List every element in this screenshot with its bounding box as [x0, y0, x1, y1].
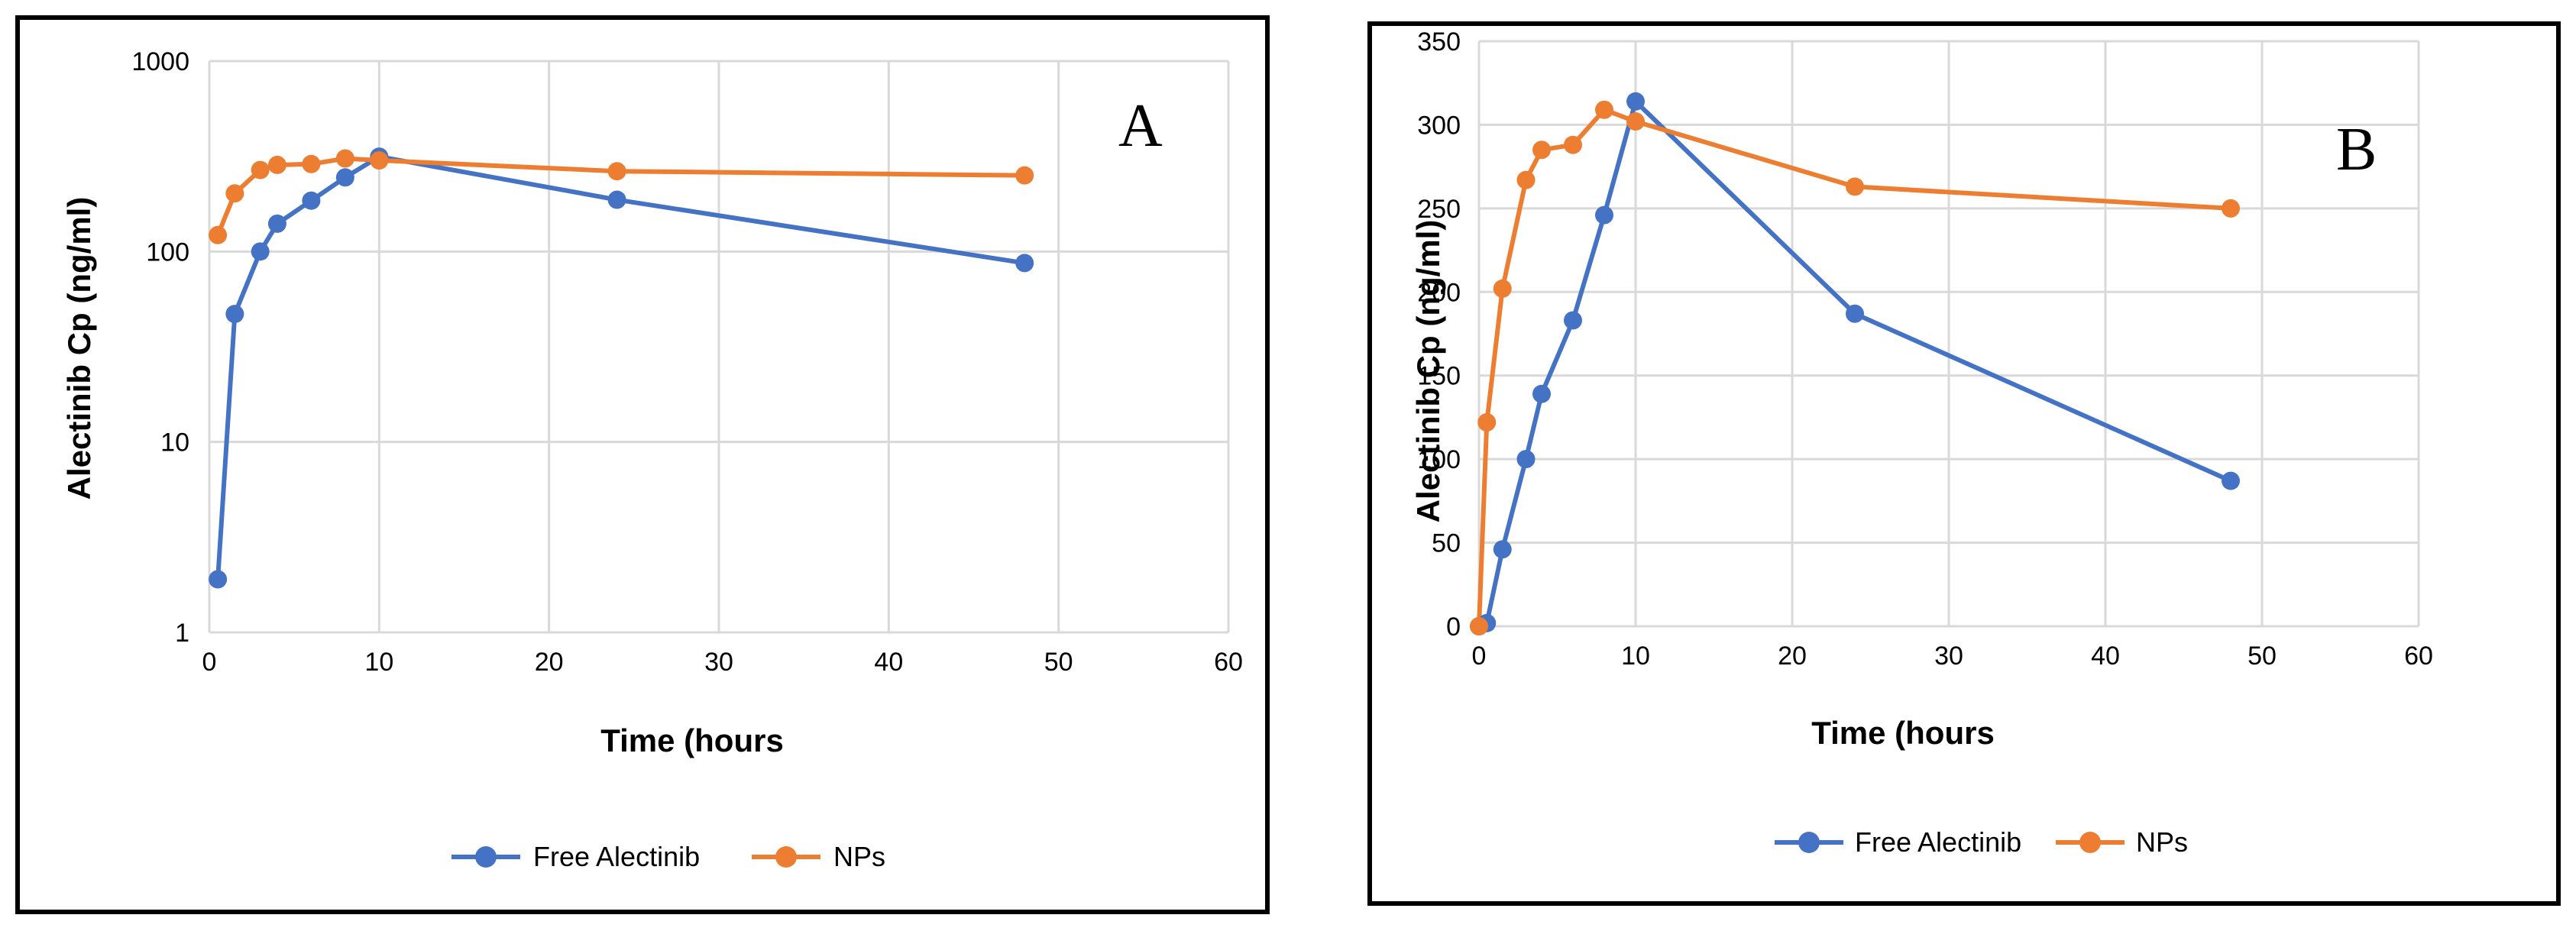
series-line-free-alectinib	[1477, 99, 2232, 629]
y-tick-label: 150	[1417, 362, 1461, 391]
chart-a-legend: Free Alectinib NPs	[451, 841, 885, 872]
chart-panel-a: 0 10 20 30 40 50 60 1 10 100 1000 A Time (hours A…	[15, 15, 1270, 914]
y-tick-label: 1000	[131, 47, 189, 76]
chart-panel-b: 0 10 20 30 40 50 60 0 50 100 150 200 250 300 350 B Ti…	[1367, 21, 2561, 906]
chart-a-y-ticks: 1 10 100 1000	[131, 47, 189, 648]
data-point-free-alectinib	[1532, 384, 1551, 403]
data-point-nps	[1626, 112, 1645, 131]
x-tick-label: 40	[2091, 642, 2120, 671]
data-point-free-alectinib	[1516, 450, 1536, 469]
x-tick-label: 10	[364, 648, 393, 677]
data-point-free-alectinib	[1015, 254, 1034, 273]
chart-b-series-points	[1470, 92, 2240, 635]
data-point-nps	[1564, 135, 1582, 154]
data-point-nps	[607, 162, 626, 181]
x-tick-label: 50	[2248, 642, 2277, 671]
x-tick-label: 20	[1778, 642, 1807, 671]
chart-a-gridlines	[208, 60, 1230, 634]
x-tick-label: 60	[1214, 648, 1243, 677]
data-point-nps	[267, 155, 286, 174]
chart-b-y-ticks: 0 50 100 150 200 250 300 350	[1417, 27, 1461, 642]
series-line-free-alectinib	[215, 154, 1025, 580]
data-point-free-alectinib	[607, 190, 626, 209]
data-point-nps	[370, 151, 389, 170]
y-tick-label: 0	[1446, 613, 1461, 642]
chart-b-svg: 0 10 20 30 40 50 60 0 50 100 150 200 250 300 350 B Ti…	[1410, 27, 2433, 858]
y-tick-label: 100	[146, 238, 189, 267]
chart-a-series-points	[209, 147, 1034, 589]
data-point-free-alectinib	[335, 168, 354, 187]
data-point-free-alectinib	[267, 214, 286, 233]
x-tick-label: 30	[704, 648, 733, 677]
data-point-nps	[225, 184, 244, 203]
legend-label-nps-a: NPs	[833, 841, 885, 872]
x-axis-title-a: Time (hours	[600, 722, 784, 758]
y-tick-label: 10	[160, 428, 189, 457]
x-tick-label: 30	[1934, 642, 1963, 671]
chart-a-series-lines	[215, 154, 1025, 580]
x-tick-label: 40	[874, 648, 903, 677]
data-point-nps	[1015, 166, 1034, 185]
chart-a-svg: 0 10 20 30 40 50 60 1 10 100 1000 A Time (hours A…	[61, 47, 1243, 872]
data-point-free-alectinib	[1595, 205, 1613, 225]
y-tick-label: 50	[1432, 529, 1461, 558]
y-tick-label: 300	[1417, 111, 1461, 140]
x-tick-label: 0	[1472, 642, 1487, 671]
x-tick-label: 0	[202, 648, 217, 677]
y-axis-title-b: Alectinib Cp (ng/ml)	[1410, 220, 1446, 523]
x-tick-label: 10	[1621, 642, 1650, 671]
panel-label-b: B	[2336, 116, 2377, 183]
data-point-nps	[1516, 170, 1536, 189]
y-tick-label: 200	[1417, 278, 1461, 307]
legend-marker-free-alectinib-a	[475, 846, 497, 868]
data-point-nps	[2222, 199, 2240, 218]
legend-label-nps-b: NPs	[2136, 826, 2188, 858]
x-tick-label: 60	[2404, 642, 2433, 671]
chart-a-x-ticks: 0 10 20 30 40 50 60	[202, 648, 1243, 677]
data-point-nps	[251, 160, 270, 179]
chart-b-series-lines	[1477, 99, 2232, 629]
data-point-nps	[1595, 100, 1613, 119]
data-point-free-alectinib	[1564, 311, 1582, 330]
data-point-nps	[1532, 141, 1551, 160]
data-point-free-alectinib	[302, 191, 321, 210]
legend-marker-free-alectinib-b	[1798, 832, 1820, 853]
legend-label-free-alectinib-b: Free Alectinib	[1855, 826, 2021, 858]
panel-label-a: A	[1118, 92, 1163, 160]
chart-b-legend: Free Alectinib NPs	[1775, 826, 2188, 858]
data-point-free-alectinib	[225, 305, 244, 324]
y-tick-label: 350	[1417, 27, 1461, 57]
legend-marker-nps-b	[2079, 832, 2101, 853]
data-point-free-alectinib	[1493, 540, 1512, 559]
x-tick-label: 50	[1044, 648, 1073, 677]
chart-b-gridlines	[1477, 40, 2420, 628]
data-point-free-alectinib	[209, 570, 228, 589]
data-point-free-alectinib	[251, 242, 270, 261]
data-point-nps	[1477, 412, 1497, 432]
chart-b-x-ticks: 0 10 20 30 40 50 60	[1472, 642, 2433, 671]
data-point-nps	[1493, 279, 1512, 298]
data-point-nps	[335, 149, 354, 168]
data-point-free-alectinib	[1626, 92, 1645, 111]
y-tick-label: 1	[175, 619, 189, 648]
data-point-nps	[209, 225, 228, 244]
y-tick-label: 100	[1417, 445, 1461, 474]
legend-label-free-alectinib-a: Free Alectinib	[533, 841, 700, 872]
x-tick-label: 20	[535, 648, 564, 677]
data-point-free-alectinib	[1846, 304, 1864, 323]
x-axis-title-b: Time (hours	[1811, 715, 1995, 751]
data-point-nps	[302, 154, 321, 173]
legend-marker-nps-a	[775, 846, 797, 868]
y-axis-title-a: Alectinib Cp (ng/ml)	[61, 197, 97, 500]
data-point-nps	[1846, 177, 1864, 196]
data-point-nps	[1470, 617, 1488, 635]
y-tick-label: 250	[1417, 195, 1461, 224]
data-point-free-alectinib	[2222, 471, 2240, 490]
series-line-nps	[1477, 107, 2231, 627]
